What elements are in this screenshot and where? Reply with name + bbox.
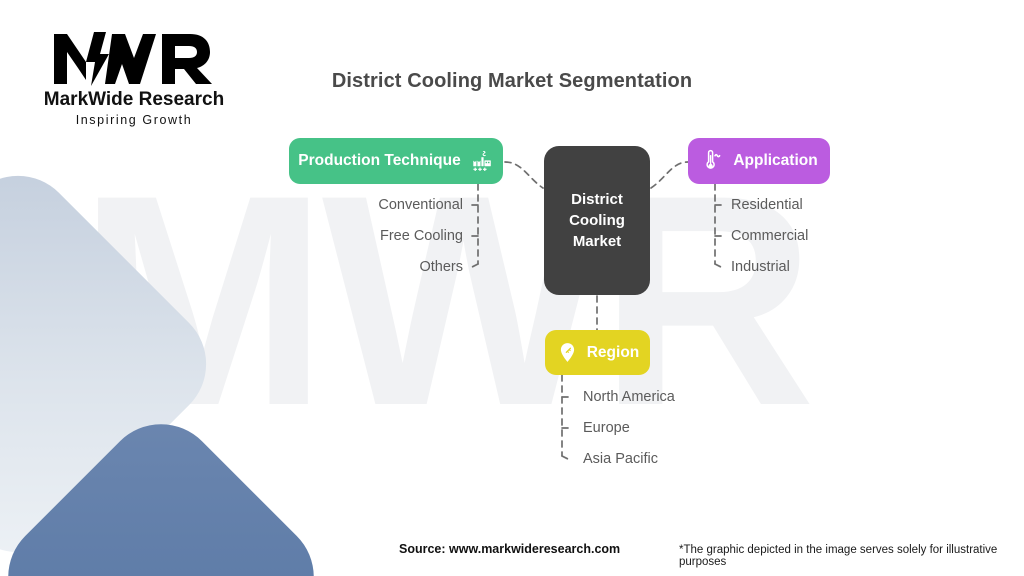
leaf-production-2[interactable]: Free Cooling (379, 228, 463, 244)
brand-tagline: Inspiring Growth (75, 113, 193, 127)
center-node-district-cooling-market[interactable]: District Cooling Market (544, 146, 650, 295)
brand-logo: MarkWide Research Inspiring Growth (24, 28, 244, 127)
leaf-production-1[interactable]: Conventional (378, 197, 463, 213)
leaf-region-1[interactable]: North America (583, 389, 675, 405)
connector-center-to-application (650, 161, 689, 189)
branch-node-region-label: Region (586, 343, 640, 361)
branch-node-production-label: Production Technique (298, 152, 461, 169)
center-node-line-2: Cooling (569, 211, 625, 229)
decorative-square-light (0, 151, 231, 576)
watermark-text: MWR (78, 132, 816, 468)
branch-stub-production-3 (469, 263, 479, 269)
center-node-line-3: Market (572, 233, 622, 251)
factory-icon (470, 149, 494, 173)
leaf-production-3[interactable]: Others (419, 259, 463, 275)
leaf-application-1[interactable]: Residential (731, 197, 803, 213)
mwr-monogram-icon (54, 32, 212, 86)
leaf-region-3[interactable]: Asia Pacific (583, 451, 658, 467)
page-title: District Cooling Market Segmentation (331, 70, 693, 92)
branch-node-region[interactable]: Region (545, 330, 650, 375)
branch-node-application-label: Application (733, 152, 818, 169)
leaf-application-2[interactable]: Commercial (731, 228, 809, 244)
branch-stub-application-3 (714, 263, 724, 269)
branch-node-application[interactable]: Application (688, 138, 830, 184)
map-pin-icon (556, 341, 579, 364)
branch-node-production-technique[interactable]: Production Technique (289, 138, 503, 184)
center-node-line-1: District (571, 190, 623, 208)
branch-stub-region-3 (561, 455, 571, 461)
leaf-application-3[interactable]: Industrial (731, 259, 790, 275)
leaf-region-2[interactable]: Europe (583, 420, 630, 436)
brand-name: MarkWide Research (43, 89, 225, 110)
decorative-square-dark (0, 400, 338, 576)
connector-production-to-center (504, 161, 544, 189)
thermometer-icon (700, 149, 724, 173)
disclaimer-label: *The graphic depicted in the image serve… (679, 544, 998, 568)
source-label: Source: www.markwideresearch.com (399, 542, 621, 556)
